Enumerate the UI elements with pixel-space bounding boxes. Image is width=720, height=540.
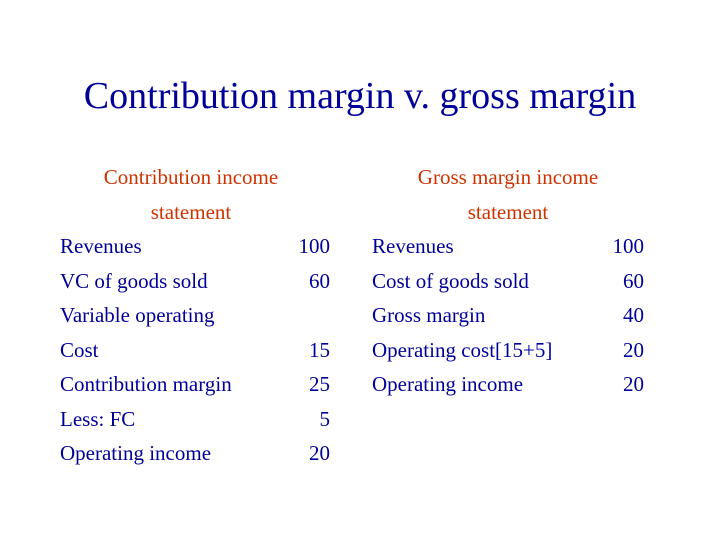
row-value: 100 [612,234,645,258]
row-label: Revenues [60,234,142,258]
row-value: 5 [319,406,331,431]
row-label: Less: FC [60,406,136,431]
row-value: 40 [623,303,644,327]
row-value: 60 [309,268,330,293]
row-value: 20 [309,441,330,465]
row-label: Revenues [372,234,454,258]
row-value: 20 [623,337,644,362]
row-label: Gross margin [372,303,486,327]
slide-title: Contribution margin v. gross margin [83,75,637,117]
row-value: 100 [298,234,331,258]
contribution-heading-line2: statement [150,199,232,224]
statement-row: Operating cost[15+5] 20 [372,333,644,368]
row-label: Operating income [60,441,212,465]
row-value: 60 [623,268,644,293]
row-label: Contribution margin [60,372,232,396]
row-value: 20 [623,372,644,396]
row-label: Cost of goods sold [372,268,529,293]
contribution-heading-line1: Contribution income [103,165,279,189]
statement-row: Operating income 20 [372,367,644,402]
gross-heading: Gross margin income statement [372,160,644,229]
contribution-income-statement: Contribution income statement Revenues 1… [60,160,330,471]
statement-row: Revenues 100 [372,229,644,264]
statement-row: Cost 15 [60,333,330,368]
row-label: Cost [60,337,99,362]
gross-margin-income-statement: Gross margin income statement Revenues 1… [372,160,644,402]
row-label: Operating income [372,372,524,396]
row-label: Variable operating [60,303,215,327]
statement-row: Operating income 20 [60,436,330,471]
row-value: 15 [309,337,330,362]
statement-row: Less: FC 5 [60,402,330,437]
statement-row: Revenues 100 [60,229,330,264]
row-value: 25 [309,372,330,396]
row-label: VC of goods sold [60,268,208,293]
statement-row: Cost of goods sold 60 [372,264,644,299]
statement-row: Gross margin 40 [372,298,644,333]
statement-row: VC of goods sold 60 [60,264,330,299]
gross-heading-line2: statement [467,199,549,224]
row-label: Operating cost[15+5] [372,337,553,362]
statement-row: Variable operating [60,298,330,333]
contribution-heading: Contribution income statement [46,160,336,229]
statement-row: Contribution margin 25 [60,367,330,402]
gross-heading-line1: Gross margin income [417,165,599,189]
